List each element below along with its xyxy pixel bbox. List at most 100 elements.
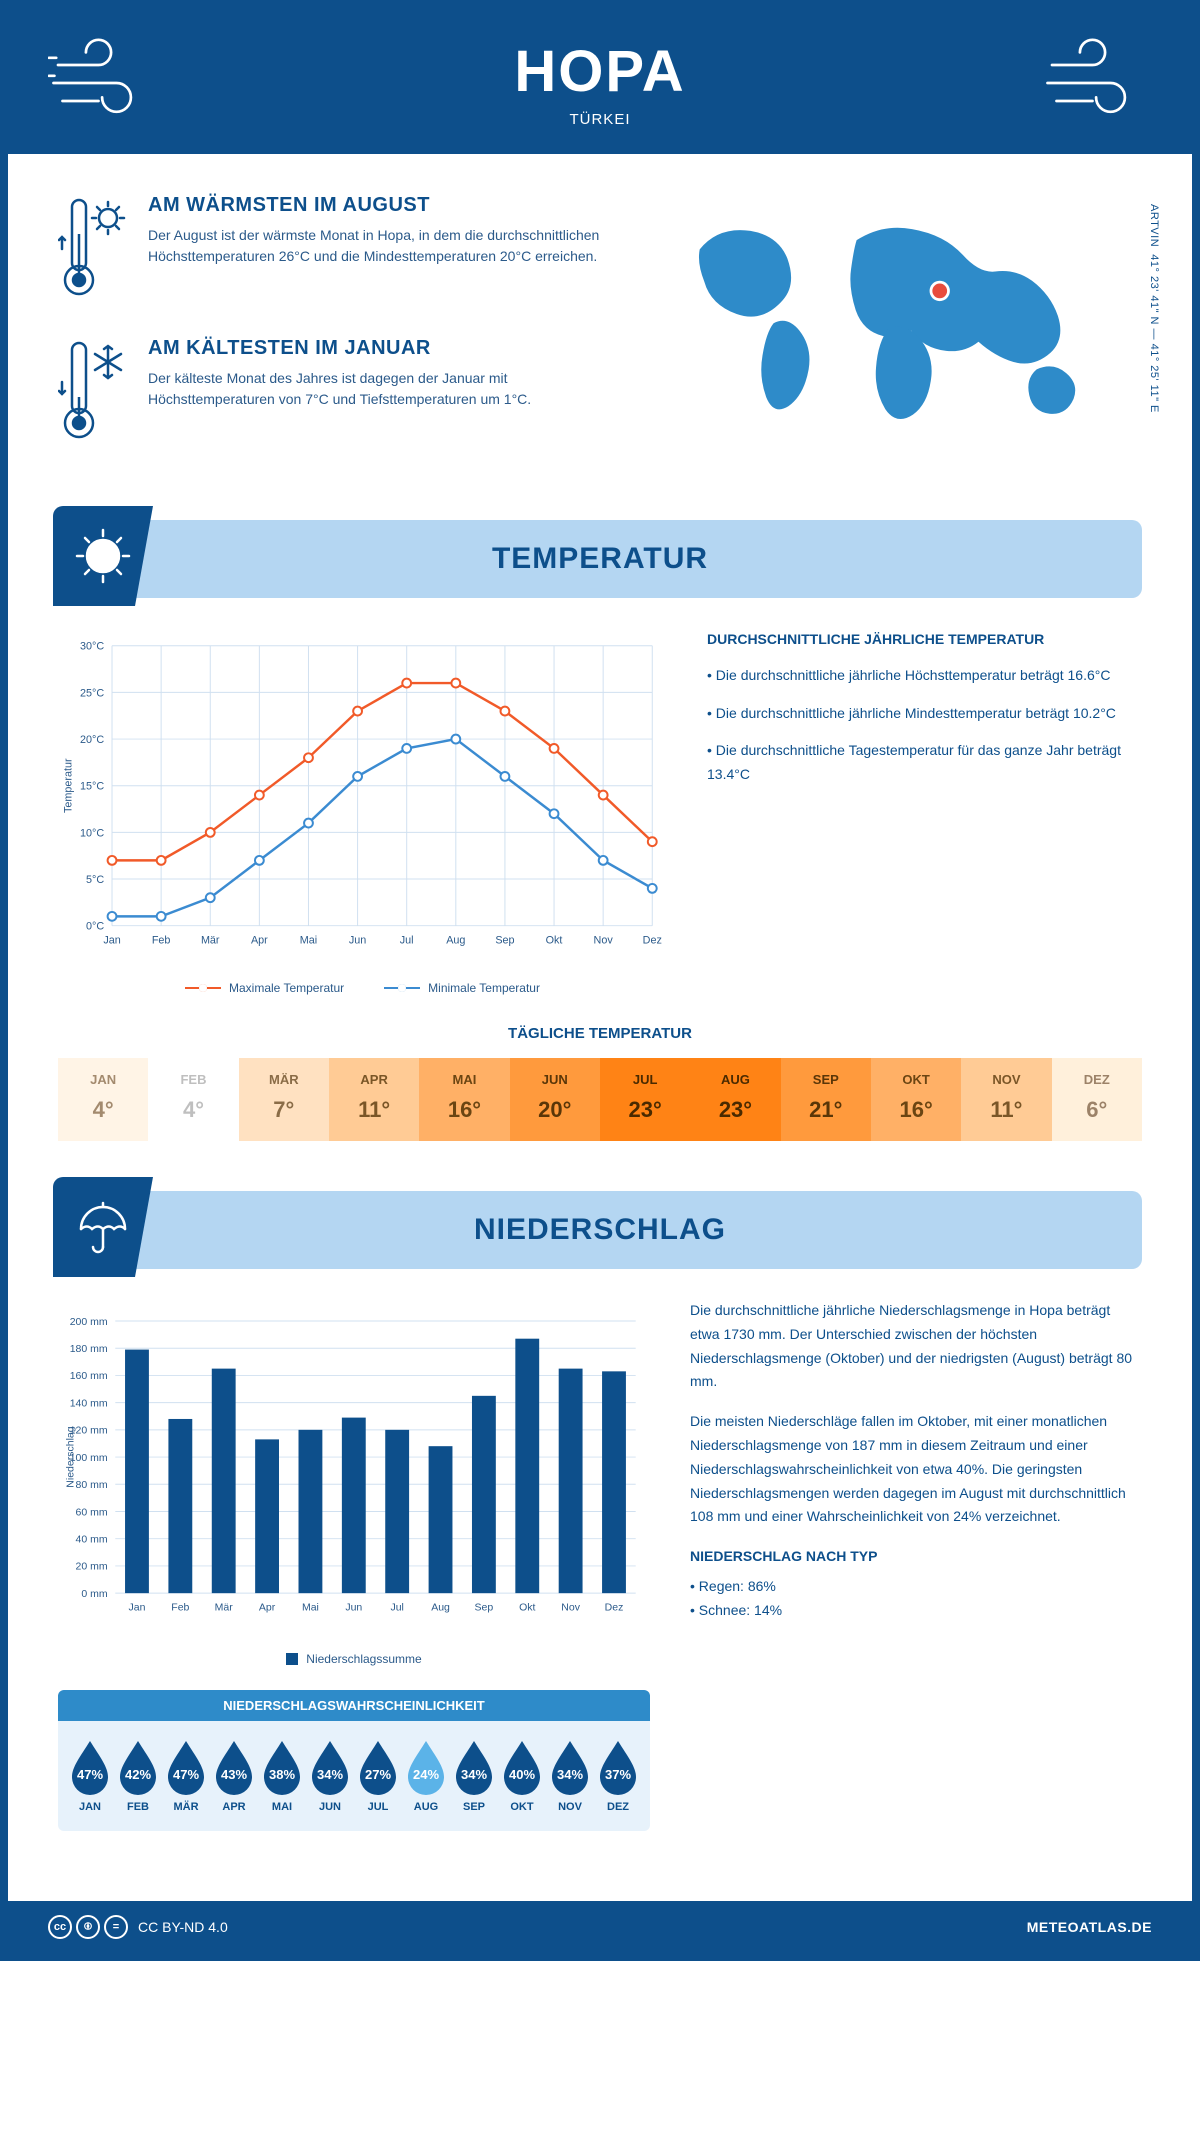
page: HOPA TÜRKEI: [0, 0, 1200, 1961]
precip-drop: 34% SEP: [450, 1737, 498, 1813]
precip-prob-drops: 47% JAN 42% FEB 47% MÄR 43% APR 38% MAI: [58, 1721, 650, 1831]
svg-text:Okt: Okt: [519, 1601, 535, 1613]
svg-text:140 mm: 140 mm: [70, 1397, 108, 1409]
wind-icon: [1042, 38, 1152, 133]
svg-text:Dez: Dez: [605, 1601, 624, 1613]
coldest-block: AM KÄLTESTEN IM JANUAR Der kälteste Mona…: [58, 337, 605, 452]
daily-temp-title: TÄGLICHE TEMPERATUR: [58, 1025, 1142, 1042]
svg-text:40%: 40%: [509, 1767, 535, 1782]
coordinates-label: ARTVIN 41° 23' 41" N — 41° 25' 11" E: [1148, 204, 1160, 413]
precip-bar-chart: 0 mm20 mm40 mm60 mm80 mm100 mm120 mm140 …: [58, 1299, 650, 1831]
coldest-title: AM KÄLTESTEN IM JANUAR: [148, 337, 605, 360]
footer: cc🅯= CC BY-ND 4.0 METEOATLAS.DE: [8, 1901, 1192, 1953]
summary-row: AM WÄRMSTEN IM AUGUST Der August ist der…: [58, 194, 1142, 480]
daily-temp-table: JAN 4° FEB 4° MÄR 7° APR 11° MAI 16° JUN…: [58, 1058, 1142, 1141]
svg-text:40 mm: 40 mm: [76, 1534, 108, 1546]
temp-cell: FEB 4°: [148, 1058, 238, 1141]
svg-text:Feb: Feb: [171, 1601, 189, 1613]
thermometer-sun-icon: [58, 194, 128, 309]
content: AM WÄRMSTEN IM AUGUST Der August ist der…: [8, 154, 1192, 1901]
temp-cell: MÄR 7°: [239, 1058, 329, 1141]
svg-text:0 mm: 0 mm: [81, 1588, 108, 1600]
temp-cell: JUN 20°: [510, 1058, 600, 1141]
precip-text: Die durchschnittliche jährliche Niedersc…: [690, 1299, 1142, 1831]
svg-text:25°C: 25°C: [80, 687, 104, 699]
page-subtitle: TÜRKEI: [48, 111, 1152, 128]
thermometer-snow-icon: [58, 337, 128, 452]
svg-text:Jul: Jul: [400, 934, 414, 946]
world-map: [645, 194, 1142, 434]
svg-text:Sep: Sep: [475, 1601, 494, 1613]
header: HOPA TÜRKEI: [8, 8, 1192, 154]
wind-icon: [48, 38, 158, 133]
temp-cell: SEP 21°: [781, 1058, 871, 1141]
temp-cell: DEZ 6°: [1052, 1058, 1142, 1141]
svg-text:20°C: 20°C: [80, 734, 104, 746]
license-block: cc🅯= CC BY-ND 4.0: [48, 1915, 228, 1939]
temp-cell: AUG 23°: [690, 1058, 780, 1141]
temp-cell: OKT 16°: [871, 1058, 961, 1141]
precip-drop: 40% OKT: [498, 1737, 546, 1813]
svg-text:47%: 47%: [173, 1767, 199, 1782]
temp-cell: NOV 11°: [961, 1058, 1051, 1141]
svg-text:20 mm: 20 mm: [76, 1561, 108, 1573]
umbrella-icon: [53, 1177, 153, 1277]
svg-text:Jan: Jan: [129, 1601, 146, 1613]
sun-icon: [53, 506, 153, 606]
svg-text:Niederschlag: Niederschlag: [64, 1426, 76, 1487]
svg-text:34%: 34%: [461, 1767, 487, 1782]
section-banner-precip: NIEDERSCHLAG: [58, 1191, 1142, 1269]
precip-drop: 34% JUN: [306, 1737, 354, 1813]
precip-drop: 37% DEZ: [594, 1737, 642, 1813]
svg-text:Mai: Mai: [302, 1601, 319, 1613]
precip-drop: 24% AUG: [402, 1737, 450, 1813]
warmest-title: AM WÄRMSTEN IM AUGUST: [148, 194, 605, 217]
section-banner-temp: TEMPERATUR: [58, 520, 1142, 598]
section-title: TEMPERATUR: [58, 542, 1142, 576]
svg-text:Apr: Apr: [251, 934, 268, 946]
svg-text:160 mm: 160 mm: [70, 1370, 108, 1382]
svg-text:Jun: Jun: [345, 1601, 362, 1613]
warmest-text: Der August ist der wärmste Monat in Hopa…: [148, 225, 605, 267]
svg-text:34%: 34%: [557, 1767, 583, 1782]
summary-left-col: AM WÄRMSTEN IM AUGUST Der August ist der…: [58, 194, 605, 480]
svg-text:Aug: Aug: [446, 934, 465, 946]
coldest-text: Der kälteste Monat des Jahres ist dagege…: [148, 368, 605, 410]
svg-text:42%: 42%: [125, 1767, 151, 1782]
svg-text:Nov: Nov: [561, 1601, 580, 1613]
precip-drop: 47% JAN: [66, 1737, 114, 1813]
svg-text:37%: 37%: [605, 1767, 631, 1782]
svg-text:Aug: Aug: [431, 1601, 450, 1613]
svg-text:43%: 43%: [221, 1767, 247, 1782]
temp-annual-text: DURCHSCHNITTLICHE JÄHRLICHE TEMPERATUR •…: [707, 628, 1142, 995]
precip-drop: 34% NOV: [546, 1737, 594, 1813]
page-title: HOPA: [48, 38, 1152, 105]
temp-legend: Maximale Temperatur Minimale Temperatur: [58, 981, 667, 995]
precip-drop: 42% FEB: [114, 1737, 162, 1813]
svg-text:Dez: Dez: [643, 934, 662, 946]
svg-text:Feb: Feb: [152, 934, 171, 946]
svg-text:80 mm: 80 mm: [76, 1479, 108, 1491]
svg-text:Apr: Apr: [259, 1601, 276, 1613]
license-text: CC BY-ND 4.0: [138, 1919, 228, 1935]
temp-chart-row: 0°C5°C10°C15°C20°C25°C30°CJanFebMärAprMa…: [58, 628, 1142, 995]
svg-text:24%: 24%: [413, 1767, 439, 1782]
svg-text:Mär: Mär: [201, 934, 220, 946]
warmest-block: AM WÄRMSTEN IM AUGUST Der August ist der…: [58, 194, 605, 309]
svg-text:34%: 34%: [317, 1767, 343, 1782]
svg-text:38%: 38%: [269, 1767, 295, 1782]
temp-line-chart: 0°C5°C10°C15°C20°C25°C30°CJanFebMärAprMa…: [58, 628, 667, 995]
svg-text:60 mm: 60 mm: [76, 1506, 108, 1518]
svg-text:30°C: 30°C: [80, 641, 104, 653]
precip-legend: Niederschlagssumme: [58, 1652, 650, 1666]
svg-text:180 mm: 180 mm: [70, 1343, 108, 1355]
svg-text:Temperatur: Temperatur: [63, 758, 75, 813]
section-title: NIEDERSCHLAG: [58, 1213, 1142, 1247]
svg-text:27%: 27%: [365, 1767, 391, 1782]
svg-text:Mär: Mär: [215, 1601, 234, 1613]
precip-chart-row: 0 mm20 mm40 mm60 mm80 mm100 mm120 mm140 …: [58, 1299, 1142, 1831]
svg-text:47%: 47%: [77, 1767, 103, 1782]
svg-text:Jun: Jun: [349, 934, 366, 946]
svg-text:Jan: Jan: [103, 934, 120, 946]
precip-drop: 47% MÄR: [162, 1737, 210, 1813]
